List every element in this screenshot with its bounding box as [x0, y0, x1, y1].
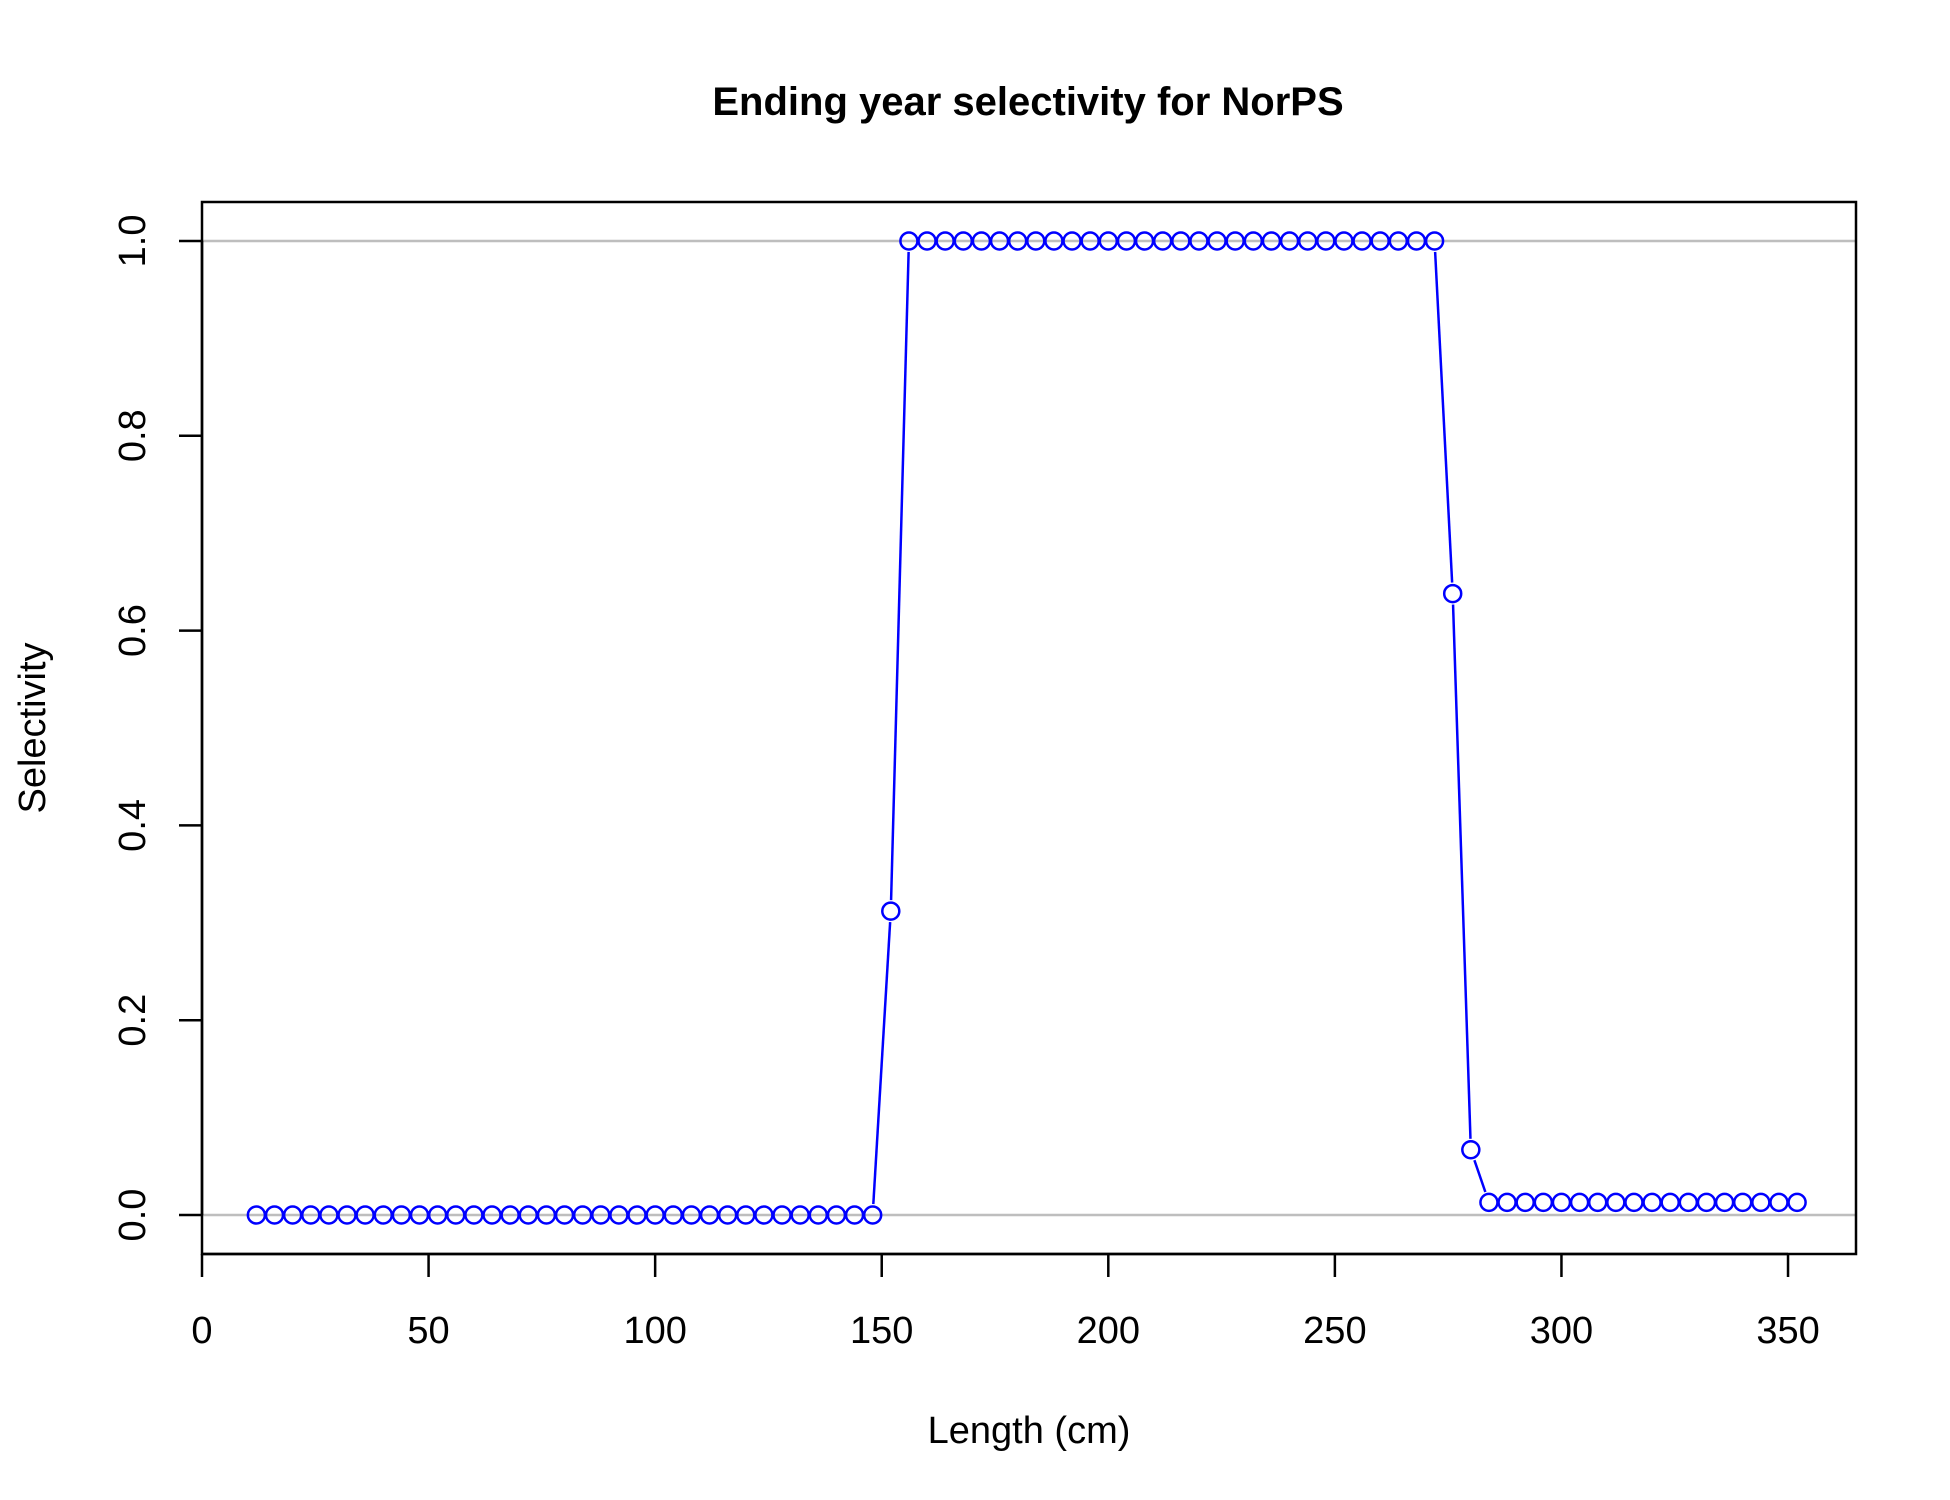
- x-tick-label: 300: [1530, 1310, 1593, 1352]
- y-tick-label: 0.2: [112, 994, 154, 1047]
- y-axis-label: Selectivity: [12, 642, 54, 813]
- x-tick-label: 350: [1756, 1310, 1819, 1352]
- data-point: [1424, 231, 1445, 251]
- series-segment: [872, 922, 892, 1205]
- y-tick-label: 0.4: [112, 799, 154, 852]
- x-tick-label: 50: [407, 1310, 449, 1352]
- series-layer: [246, 231, 1807, 1225]
- x-axis: 0 50 100 150 200 250 300 350: [191, 1252, 1820, 1352]
- y-tick-label: 1.0: [112, 215, 154, 268]
- x-tick-label: 200: [1077, 1310, 1140, 1352]
- y-axis: 0.0 0.2 0.4 0.6 0.8 1.0: [112, 215, 204, 1242]
- data-point: [1442, 583, 1463, 604]
- series-segment: [1451, 604, 1472, 1139]
- y-tick-label: 0.6: [112, 604, 154, 657]
- x-tick-label: 0: [191, 1310, 212, 1352]
- reference-lines: [202, 239, 1856, 1217]
- chart-title: Ending year selectivity for NorPS: [712, 80, 1343, 124]
- series-segment: [1473, 1159, 1487, 1193]
- y-tick-label: 0.8: [112, 409, 154, 462]
- data-point: [1461, 1140, 1481, 1160]
- data-point: [1787, 1192, 1807, 1213]
- x-tick-label: 100: [623, 1310, 686, 1352]
- x-axis-label: Length (cm): [928, 1410, 1131, 1452]
- series-segment: [1433, 251, 1454, 583]
- series-segment: [889, 251, 910, 901]
- x-tick-label: 250: [1303, 1310, 1366, 1352]
- data-point: [862, 1205, 883, 1225]
- data-point: [881, 901, 901, 921]
- x-tick-label: 150: [850, 1310, 913, 1352]
- y-tick-label: 0.0: [112, 1189, 154, 1242]
